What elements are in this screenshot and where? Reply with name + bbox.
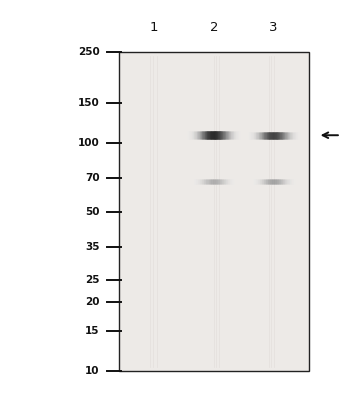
Text: 3: 3 bbox=[269, 21, 278, 34]
Text: 70: 70 bbox=[85, 173, 99, 183]
Text: 25: 25 bbox=[85, 275, 99, 285]
Text: 10: 10 bbox=[85, 366, 99, 376]
Text: 1: 1 bbox=[150, 21, 158, 34]
Text: 35: 35 bbox=[85, 242, 99, 252]
Text: 15: 15 bbox=[85, 326, 99, 336]
Bar bbox=[119, 52, 309, 371]
Text: 150: 150 bbox=[78, 98, 99, 108]
Text: 50: 50 bbox=[85, 206, 99, 216]
Text: 100: 100 bbox=[78, 138, 99, 148]
Text: 20: 20 bbox=[85, 298, 99, 308]
Text: 250: 250 bbox=[78, 47, 99, 57]
Text: 2: 2 bbox=[210, 21, 218, 34]
